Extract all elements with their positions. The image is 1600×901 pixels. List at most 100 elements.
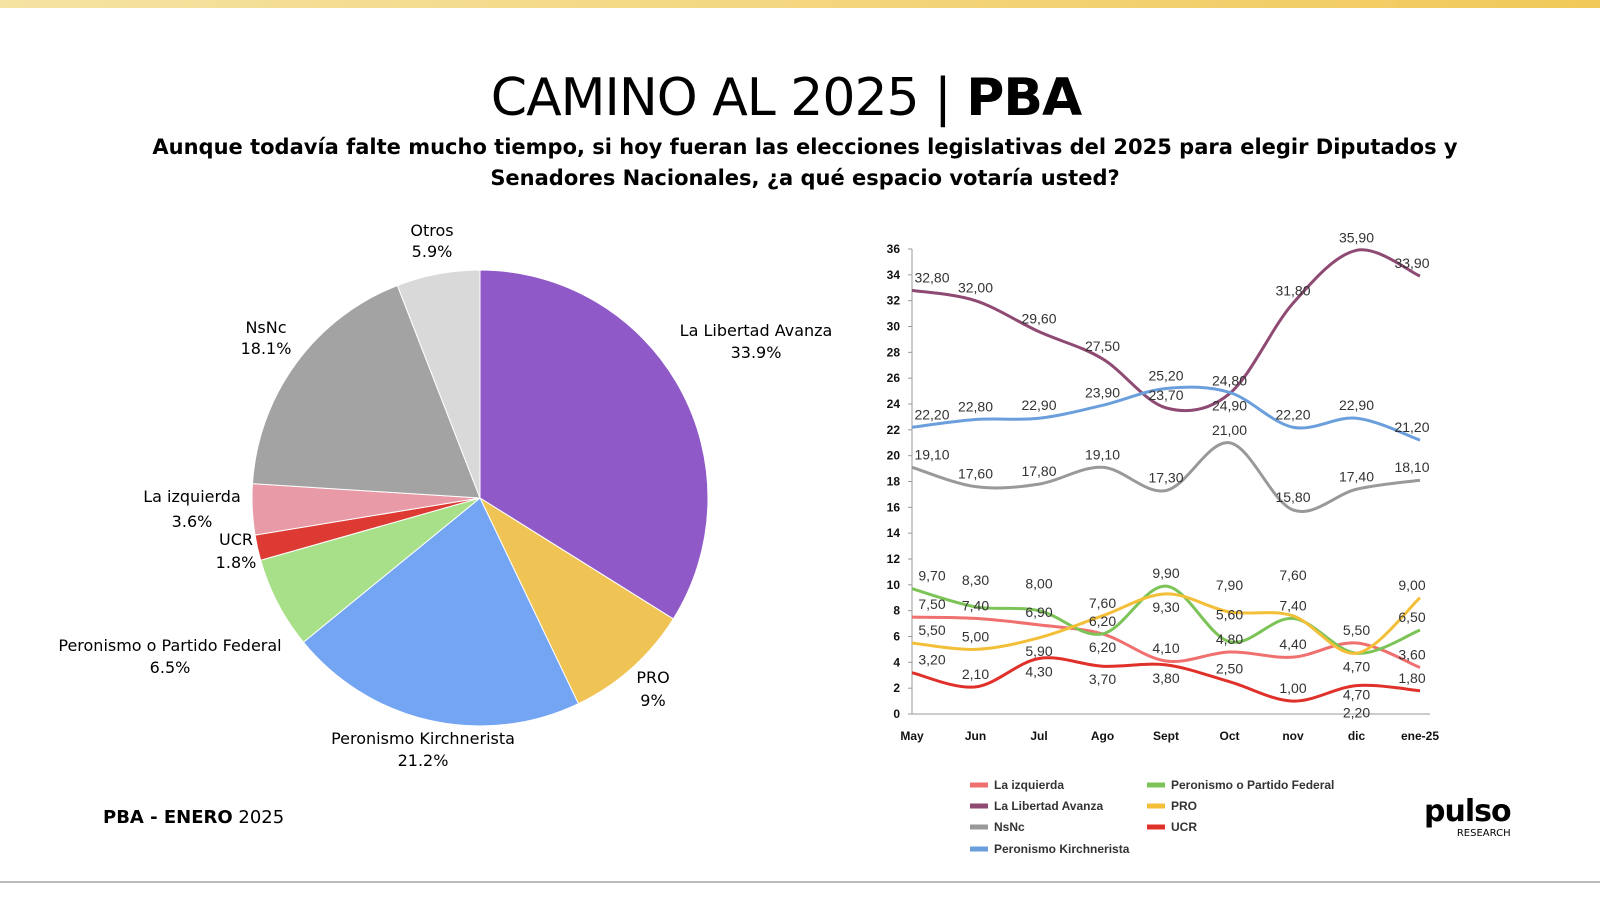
- y-tick-label: 22: [887, 423, 901, 437]
- data-label: 7,60: [1279, 567, 1306, 583]
- data-label: 32,80: [914, 269, 949, 285]
- y-tick-label: 16: [887, 500, 901, 514]
- data-label: 4,10: [1152, 640, 1179, 656]
- data-label: 3,60: [1398, 647, 1425, 663]
- pie-value-label: 21.2%: [398, 751, 449, 770]
- x-tick-label: May: [900, 729, 924, 743]
- data-label: 5,60: [1216, 607, 1243, 623]
- data-label: 8,30: [962, 572, 989, 588]
- pie-label: Peronismo o Partido Federal: [58, 636, 281, 655]
- pie-label: UCR: [219, 530, 253, 549]
- pie-slice: [302, 497, 580, 727]
- data-label: 22,90: [1339, 397, 1374, 413]
- data-label: 7,40: [962, 597, 989, 613]
- pie-label: NsNc: [245, 318, 286, 337]
- pie-label: La izquierda: [143, 487, 241, 506]
- data-label: 3,70: [1089, 671, 1116, 687]
- y-tick-label: 2: [893, 681, 900, 695]
- data-label: 4,30: [1025, 663, 1052, 679]
- y-tick-label: 36: [887, 242, 901, 256]
- data-label: 17,40: [1339, 468, 1374, 484]
- data-label: 5,90: [1025, 643, 1052, 659]
- data-label: 9,90: [1152, 565, 1179, 581]
- data-label: 23,70: [1148, 387, 1183, 403]
- data-label: 4,70: [1343, 686, 1370, 702]
- x-tick-label: dic: [1348, 729, 1366, 743]
- data-label: 1,00: [1279, 680, 1306, 696]
- pie-value-label: 3.6%: [172, 512, 213, 531]
- bottom-divider: [0, 881, 1600, 883]
- x-tick-label: ene-25: [1401, 729, 1439, 743]
- pie-label: PRO: [636, 668, 669, 687]
- data-label: 23,90: [1085, 384, 1120, 400]
- data-label: 3,80: [1152, 670, 1179, 686]
- logo-name: pulso: [1424, 794, 1512, 829]
- page-title: CAMINO AL 2025 | PBA: [0, 68, 1572, 128]
- data-label: 6,50: [1398, 609, 1425, 625]
- y-tick-label: 8: [893, 604, 900, 618]
- pie-label: Peronismo Kirchnerista: [331, 729, 515, 748]
- pie-value-label: 1.8%: [216, 553, 257, 572]
- data-label: 2,10: [962, 666, 989, 682]
- data-label: 24,80: [1212, 373, 1247, 389]
- data-label: 22,90: [1021, 397, 1056, 413]
- title-bold: PBA: [966, 68, 1082, 128]
- series-line: [911, 248, 1421, 413]
- pie-value-label: 5.9%: [412, 242, 453, 261]
- data-label: 4,70: [1343, 658, 1370, 674]
- pie-value-label: 18.1%: [241, 339, 292, 358]
- data-label: 24,90: [1212, 397, 1247, 413]
- data-label: 2,20: [1343, 705, 1370, 721]
- data-label: 33,90: [1394, 255, 1429, 271]
- x-tick-label: Sept: [1153, 729, 1179, 743]
- data-label: 5,50: [918, 622, 945, 638]
- x-tick-label: Jul: [1030, 729, 1047, 743]
- y-tick-label: 14: [887, 526, 901, 540]
- series-line: [911, 592, 1422, 655]
- data-label: 9,30: [1152, 599, 1179, 615]
- pie-slice: [479, 269, 709, 620]
- pie-value-label: 6.5%: [150, 658, 191, 677]
- data-label: 35,90: [1339, 229, 1374, 245]
- y-tick-label: 10: [887, 578, 901, 592]
- pie-label: La Libertad Avanza: [680, 321, 833, 340]
- data-label: 2,50: [1216, 661, 1243, 677]
- series-line: [911, 441, 1421, 513]
- legend-label: Peronismo Kirchnerista: [994, 842, 1130, 856]
- y-tick-label: 18: [887, 475, 901, 489]
- data-label: 17,60: [958, 466, 993, 482]
- legend-label: NsNc: [994, 820, 1025, 834]
- y-tick-label: 4: [893, 655, 900, 669]
- data-label: 6,20: [1089, 639, 1116, 655]
- data-label: 15,80: [1275, 489, 1310, 505]
- question-subtitle: Aunque todavía falte mucho tiempo, si ho…: [152, 135, 1458, 190]
- data-label: 9,70: [918, 568, 945, 584]
- series-line: [911, 385, 1421, 442]
- x-tick-label: Oct: [1219, 729, 1239, 743]
- y-tick-label: 32: [887, 294, 901, 308]
- footer-label: PBA - ENERO 2025: [103, 807, 284, 828]
- y-tick-label: 0: [893, 707, 900, 721]
- legend-label: Peronismo o Partido Federal: [1171, 778, 1334, 792]
- x-tick-label: nov: [1282, 729, 1304, 743]
- data-label: 19,10: [1085, 446, 1120, 462]
- y-tick-label: 24: [887, 397, 901, 411]
- data-label: 17,30: [1148, 470, 1183, 486]
- legend-label: UCR: [1171, 820, 1197, 834]
- series-line: [911, 656, 1421, 703]
- data-label: 21,00: [1212, 422, 1247, 438]
- data-label: 22,20: [914, 406, 949, 422]
- pulso-logo: pulso RESEARCH: [1424, 794, 1512, 840]
- legend-label: PRO: [1171, 799, 1197, 813]
- data-label: 19,10: [914, 446, 949, 462]
- title-light: CAMINO AL 2025 |: [490, 68, 967, 128]
- data-label: 21,20: [1394, 419, 1429, 435]
- data-label: 3,20: [918, 652, 945, 668]
- data-label: 25,20: [1148, 368, 1183, 384]
- y-tick-label: 20: [887, 449, 901, 463]
- x-tick-label: Ago: [1091, 729, 1114, 743]
- data-label: 18,10: [1394, 459, 1429, 475]
- data-label: 5,00: [962, 628, 989, 644]
- data-label: 4,80: [1216, 631, 1243, 647]
